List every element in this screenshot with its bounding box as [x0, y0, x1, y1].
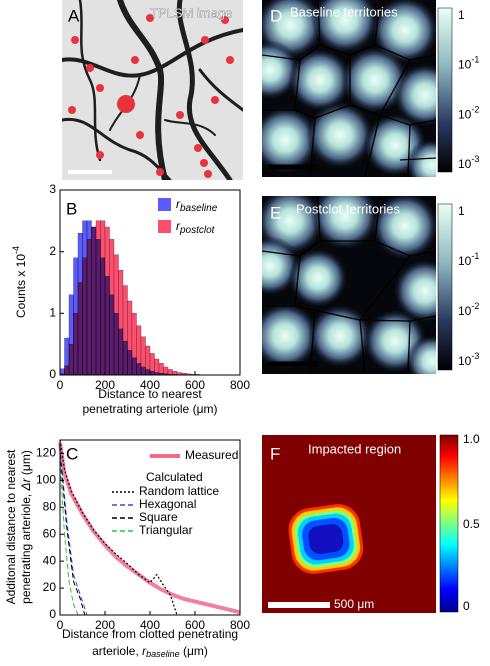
- y-tick-label: 40: [43, 553, 57, 567]
- panel-label: A: [68, 6, 80, 25]
- colorbar-tick-label: 10-1: [458, 55, 479, 72]
- x-axis-label: Distance from clotted penetrating: [62, 627, 238, 641]
- colorbar: [437, 203, 453, 371]
- legend-label: Triangular: [139, 523, 193, 537]
- legend-title: Calculated: [146, 470, 203, 484]
- histogram-bar: [68, 294, 74, 376]
- histogram-bar: [77, 233, 83, 376]
- panel-label: D: [270, 6, 282, 25]
- histogram-bar: [149, 371, 155, 376]
- y-tick-label: 0: [49, 607, 56, 621]
- colorbar-tick-label: 10-2: [458, 105, 479, 122]
- x-tick-label: 200: [95, 618, 115, 632]
- histogram-bar: [131, 357, 137, 376]
- histogram-bar: [100, 257, 106, 376]
- chart: Measured Random latticeHexagonalSquareTri…: [36, 439, 250, 632]
- colorbar-tick-label: 10-3: [458, 154, 479, 171]
- histogram-bar: [136, 363, 142, 376]
- x-tick-label: 0: [57, 378, 64, 392]
- x-tick-label: 0: [57, 618, 64, 632]
- colorbar-tick-label: 1.0: [463, 432, 480, 446]
- histogram-bar: [140, 366, 146, 376]
- histogram-bar: [145, 369, 151, 376]
- y-tick-label: 3: [49, 182, 56, 196]
- scale-bar-label: 500 μm: [334, 597, 374, 611]
- legend-label: Hexagonal: [139, 497, 196, 511]
- tplsm-image: [62, 0, 243, 180]
- x-tick-label: 800: [230, 378, 250, 392]
- histogram-bar: [127, 350, 133, 376]
- x-tick-label: 400: [140, 378, 160, 392]
- colorbar-tick-label: 0.5: [463, 517, 480, 531]
- colorbar-tick-label: 0: [463, 599, 470, 613]
- y-axis-label: Counts x 10-4: [11, 246, 28, 318]
- colorbar: [439, 434, 459, 613]
- postclot-territories: [262, 196, 436, 374]
- x-tick-label: 200: [95, 378, 115, 392]
- histogram-bar: [118, 328, 124, 376]
- x-axis-label: penetrating arteriole (μm): [83, 402, 218, 416]
- x-tick-label: 600: [185, 618, 205, 632]
- panel-title: Postclot territories: [296, 201, 401, 216]
- colorbar: [437, 7, 453, 173]
- x-tick-label: 800: [230, 618, 250, 632]
- histogram-bar: [73, 257, 79, 376]
- legend-label: Square: [139, 510, 178, 524]
- panel-title: Baseline territories: [290, 4, 398, 19]
- y-tick-label: 20: [43, 580, 57, 594]
- legend-label: rpostclot: [176, 219, 216, 235]
- y-tick-label: 2: [49, 244, 56, 258]
- histogram-bar: [122, 340, 128, 376]
- legend-swatch: [158, 198, 171, 211]
- line-series: [59, 453, 86, 616]
- histogram-bar: [86, 220, 92, 376]
- x-axis-label: arteriole, rbaseline (μm): [92, 644, 208, 659]
- histogram-bar: [95, 239, 101, 376]
- x-axis-label: Distance to nearest: [98, 387, 202, 401]
- legend-label: Measured: [185, 448, 238, 462]
- legend-label: rbaseline: [176, 197, 218, 213]
- histogram-bar: [167, 369, 173, 376]
- panel-title: TPLSM image: [150, 5, 232, 20]
- colorbar-tick-label: 10-1: [458, 251, 479, 268]
- y-tick-label: 80: [43, 499, 57, 513]
- colorbar-tick-label: 1: [458, 204, 465, 218]
- y-tick-label: 0: [49, 367, 56, 381]
- impacted-region: [262, 435, 436, 613]
- panel-label: C: [66, 444, 78, 463]
- line-series: [58, 442, 241, 615]
- y-tick-label: 120: [36, 446, 56, 460]
- colorbar-tick-label: 10-3: [458, 351, 479, 368]
- y-tick-label: 60: [43, 526, 57, 540]
- y-tick-label: 1: [49, 306, 56, 320]
- line-series: [59, 460, 79, 616]
- histogram-bar: [59, 368, 65, 376]
- y-axis-label: Additonal distance to nearest: [4, 449, 18, 604]
- line-series: [59, 439, 178, 616]
- legend-swatch: [158, 220, 171, 233]
- histogram-bar: [82, 220, 88, 376]
- panel-label: E: [270, 203, 281, 222]
- histogram-bar: [113, 313, 119, 376]
- histogram-bar: [104, 276, 110, 376]
- y-axis-label: penetrating arteriole, Δr (μm): [19, 450, 33, 604]
- x-tick-label: 600: [185, 378, 205, 392]
- panel-label: B: [66, 199, 77, 218]
- legend-label: Random lattice: [139, 484, 219, 498]
- x-tick-label: 400: [140, 618, 160, 632]
- colorbar-tick-label: 1: [458, 8, 465, 22]
- panel-title: Impacted region: [308, 441, 401, 456]
- colorbar-tick-label: 10-2: [458, 301, 479, 318]
- histogram-bar: [109, 294, 115, 376]
- baseline-territories: [262, 0, 436, 177]
- chart: rpostclot rbaseline 0 200 400 600 800 0 1 2 3: [49, 182, 250, 392]
- histogram-bar: [64, 337, 70, 376]
- y-tick-label: 100: [36, 473, 56, 487]
- panel-label: F: [270, 444, 280, 463]
- histogram-bar: [91, 226, 97, 376]
